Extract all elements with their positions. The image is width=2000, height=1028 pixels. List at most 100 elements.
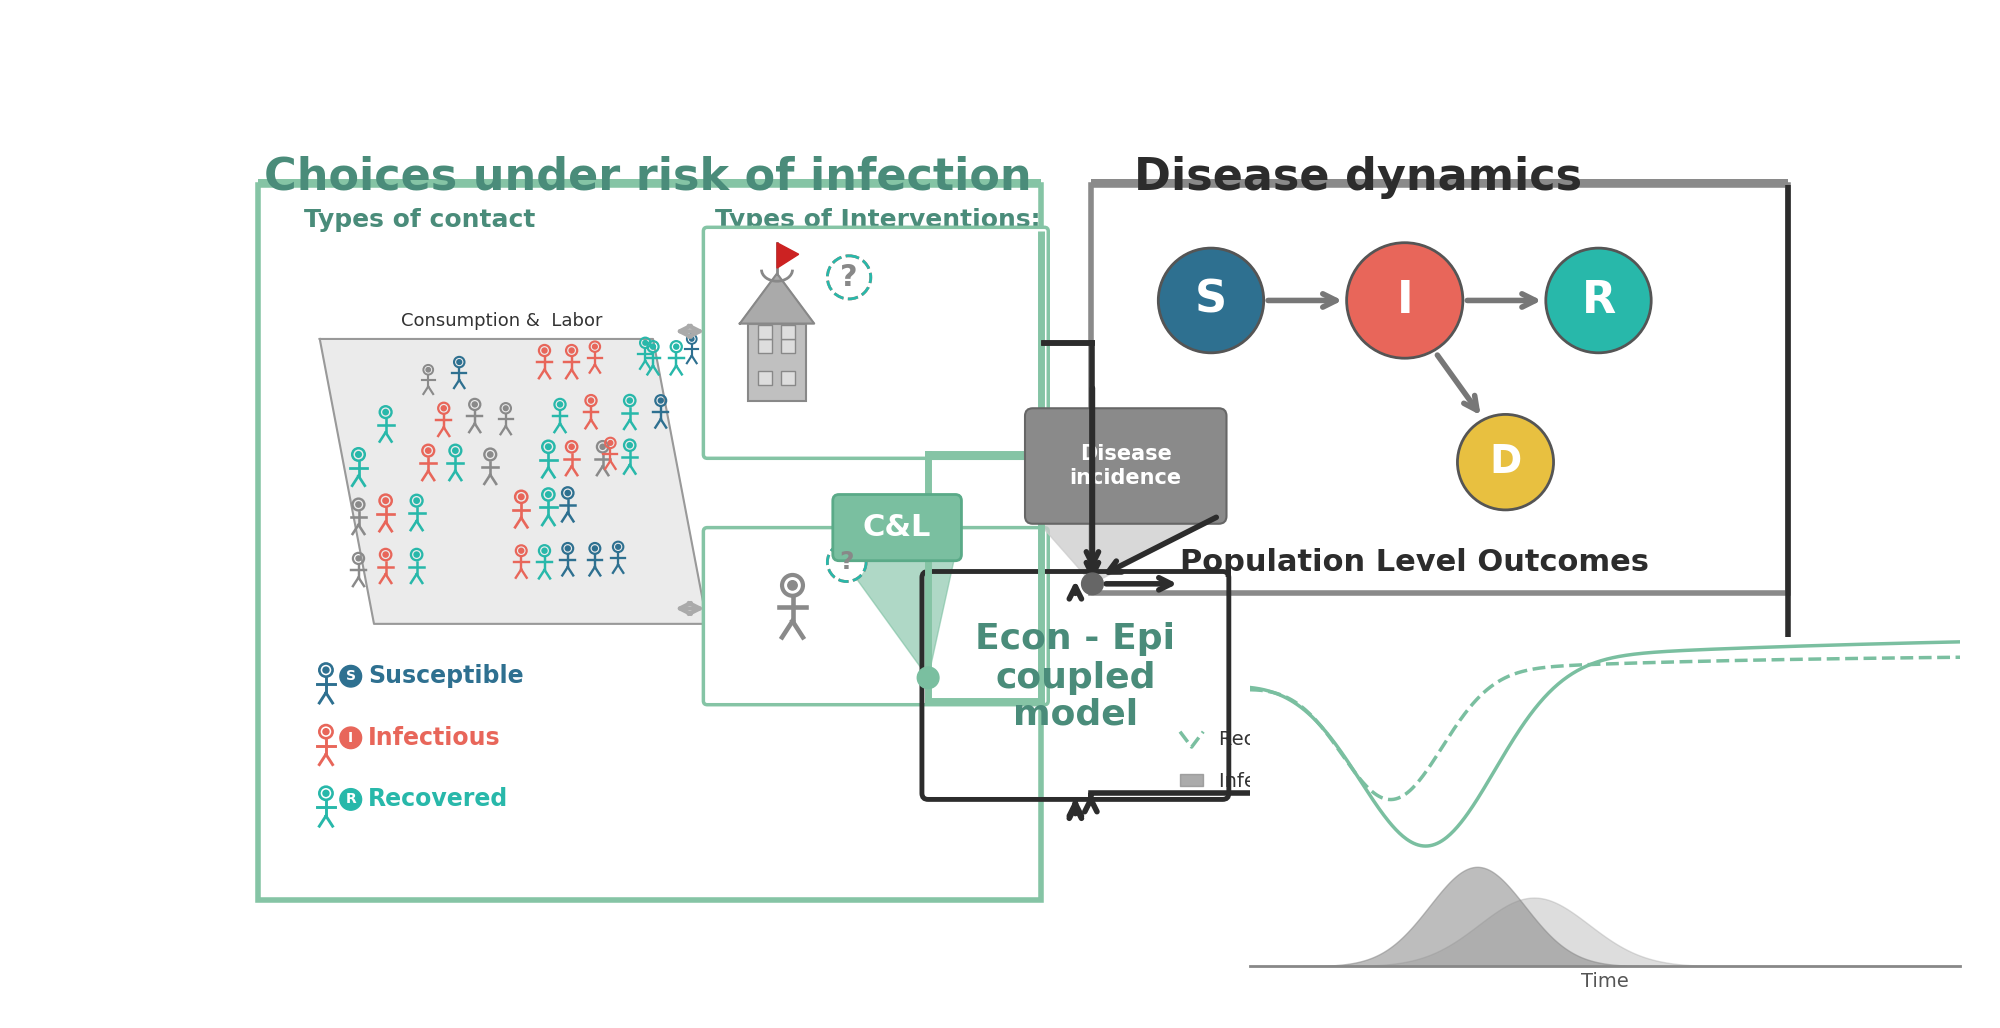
Circle shape <box>592 546 598 551</box>
Text: Coordinated interventions: Coordinated interventions <box>742 421 1032 440</box>
Text: Infectious: Infectious <box>368 726 500 749</box>
Text: Disease
incidence: Disease incidence <box>1070 444 1182 487</box>
Circle shape <box>566 490 570 495</box>
FancyBboxPatch shape <box>758 371 772 386</box>
Circle shape <box>488 452 492 457</box>
FancyBboxPatch shape <box>780 371 794 386</box>
Text: Recovered: Recovered <box>368 787 508 811</box>
Circle shape <box>828 543 866 582</box>
Circle shape <box>588 398 594 403</box>
Circle shape <box>382 409 388 414</box>
FancyBboxPatch shape <box>758 339 772 353</box>
Text: I: I <box>348 731 354 745</box>
Circle shape <box>628 443 632 448</box>
FancyBboxPatch shape <box>704 227 1048 458</box>
Circle shape <box>414 552 420 557</box>
FancyBboxPatch shape <box>832 494 962 560</box>
Text: R: R <box>1582 279 1616 322</box>
Circle shape <box>674 344 678 350</box>
Circle shape <box>542 548 548 553</box>
Text: S: S <box>346 669 356 684</box>
Circle shape <box>1458 414 1554 510</box>
Circle shape <box>570 348 574 353</box>
Circle shape <box>542 348 548 353</box>
Text: model: model <box>1012 698 1138 732</box>
Circle shape <box>1346 243 1462 358</box>
Circle shape <box>616 545 620 549</box>
Text: coupled: coupled <box>996 661 1156 695</box>
Circle shape <box>558 402 562 407</box>
Circle shape <box>608 441 612 445</box>
Circle shape <box>382 498 388 504</box>
Circle shape <box>426 448 430 453</box>
Circle shape <box>546 491 552 498</box>
Polygon shape <box>776 243 798 268</box>
Circle shape <box>322 729 328 735</box>
Circle shape <box>566 546 570 551</box>
Circle shape <box>356 451 362 457</box>
Text: Decentralized
decisions: Decentralized decisions <box>742 647 894 688</box>
Text: Consumption &  Labor: Consumption & Labor <box>402 311 602 330</box>
FancyBboxPatch shape <box>758 325 772 339</box>
Circle shape <box>628 398 632 403</box>
Circle shape <box>452 448 458 453</box>
Circle shape <box>828 256 870 299</box>
Text: R: R <box>346 793 356 806</box>
Circle shape <box>642 340 648 345</box>
Text: Types of Interventions:: Types of Interventions: <box>716 208 1040 232</box>
Text: Econ - Epi: Econ - Epi <box>976 622 1176 656</box>
Circle shape <box>340 727 362 748</box>
Text: Infected Population: Infected Population <box>1218 772 1406 792</box>
Circle shape <box>788 581 798 590</box>
Text: Population Level Outcomes: Population Level Outcomes <box>1180 548 1648 577</box>
Circle shape <box>426 368 430 372</box>
Circle shape <box>356 556 362 561</box>
Polygon shape <box>840 554 956 677</box>
Circle shape <box>472 402 478 407</box>
Text: Types of contact: Types of contact <box>304 208 536 232</box>
FancyBboxPatch shape <box>258 179 1040 185</box>
Circle shape <box>650 344 656 350</box>
Circle shape <box>456 360 462 364</box>
Circle shape <box>592 344 598 348</box>
Text: Disease dynamics: Disease dynamics <box>1134 155 1582 198</box>
Circle shape <box>570 444 574 449</box>
Circle shape <box>1158 248 1264 353</box>
Circle shape <box>918 667 938 689</box>
Text: ?: ? <box>840 263 858 292</box>
Circle shape <box>1546 248 1652 353</box>
FancyBboxPatch shape <box>1090 179 1788 185</box>
Circle shape <box>340 665 362 687</box>
Circle shape <box>322 667 328 673</box>
Circle shape <box>658 398 664 403</box>
FancyBboxPatch shape <box>704 527 1048 705</box>
Circle shape <box>518 548 524 553</box>
Polygon shape <box>740 273 814 324</box>
Text: Recession Depth: Recession Depth <box>1218 730 1382 748</box>
Circle shape <box>600 444 606 449</box>
Text: I: I <box>1396 279 1414 322</box>
Text: D: D <box>1490 443 1522 481</box>
X-axis label: Time: Time <box>1582 971 1628 991</box>
Text: Susceptible: Susceptible <box>368 664 524 688</box>
Circle shape <box>690 337 694 341</box>
FancyBboxPatch shape <box>748 324 806 401</box>
Text: S: S <box>1194 279 1228 322</box>
Circle shape <box>384 552 388 557</box>
Circle shape <box>504 406 508 410</box>
FancyBboxPatch shape <box>1024 408 1226 523</box>
Circle shape <box>442 406 446 411</box>
FancyBboxPatch shape <box>780 325 794 339</box>
Circle shape <box>518 494 524 500</box>
Circle shape <box>340 788 362 810</box>
Text: ?: ? <box>840 550 854 575</box>
Circle shape <box>546 444 552 449</box>
Text: C&L: C&L <box>862 513 932 542</box>
Polygon shape <box>320 339 708 624</box>
Polygon shape <box>1032 516 1218 584</box>
Text: Choices under risk of infection: Choices under risk of infection <box>264 155 1032 198</box>
FancyBboxPatch shape <box>780 339 794 353</box>
Circle shape <box>1082 573 1104 594</box>
Circle shape <box>356 502 362 507</box>
Circle shape <box>414 498 420 504</box>
